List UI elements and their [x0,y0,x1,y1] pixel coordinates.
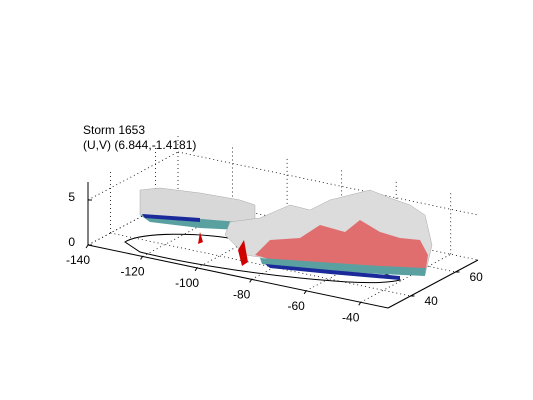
surface [139,187,433,280]
x-tick [303,290,307,295]
grid-line [360,253,451,303]
y-tick-label: 60 [470,270,484,284]
x-tick-label: -80 [233,288,251,302]
z-tick-label: 0 [68,235,75,249]
z-tick-label: 5 [68,190,75,204]
x-tick-label: -60 [288,299,306,313]
chart-subtitle: (U,V) (6.844,-1.4181) [83,138,196,152]
y-tick-label: 40 [425,294,439,308]
chart-title: Storm 1653 [83,123,145,137]
x-tick [140,256,143,260]
x-tick-label: -120 [121,265,145,279]
x-tick-label: -100 [175,276,199,290]
x-tick [194,267,198,272]
x-axis [87,244,389,309]
coastline [124,233,402,284]
y-axis [387,259,479,309]
x-tick-label: -40 [342,310,360,324]
x-tick-label: -140 [66,253,90,267]
grid-line [87,151,179,201]
x-tick [358,301,362,306]
grid-line [142,208,233,257]
x-tick [85,244,89,249]
x-tick [249,279,253,283]
axes: -140 -120 -100 -80 -60 -40 40 60 0 5 [66,182,483,324]
